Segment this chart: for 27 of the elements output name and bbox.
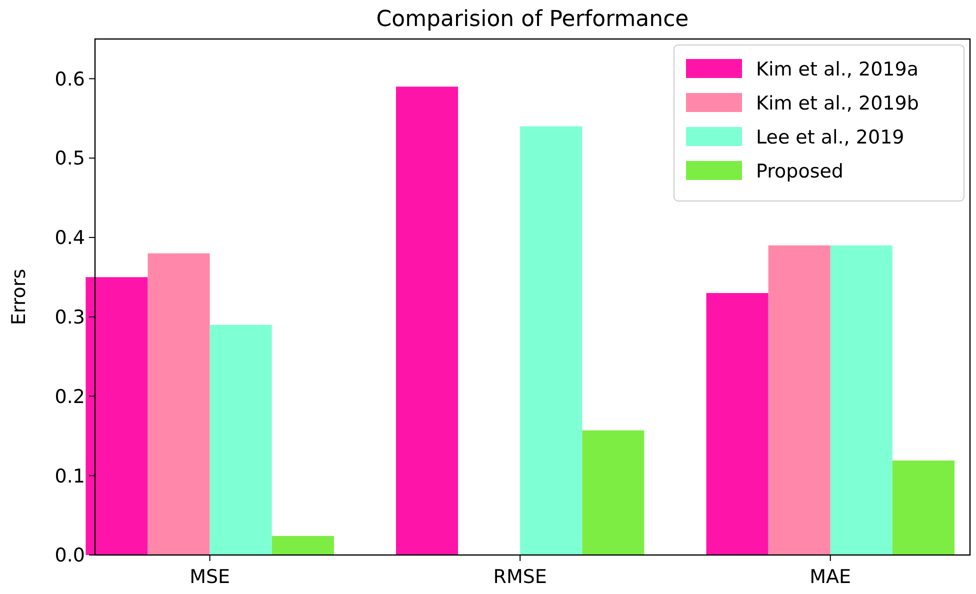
y-axis-title: Errors xyxy=(8,268,30,326)
bar xyxy=(706,293,768,555)
bar xyxy=(148,253,210,555)
chart-title: Comparision of Performance xyxy=(376,7,689,32)
x-tick-label: MSE xyxy=(190,566,230,588)
x-tick-label: RMSE xyxy=(493,566,547,588)
bar xyxy=(272,536,334,555)
y-tick-label: 0.6 xyxy=(54,68,85,90)
y-tick-label: 0.3 xyxy=(54,306,85,328)
legend-label: Kim et al., 2019a xyxy=(756,58,919,81)
bar xyxy=(892,460,954,555)
legend-label: Proposed xyxy=(756,160,844,183)
y-tick-label: 0.5 xyxy=(54,148,85,170)
y-tick-label: 0.1 xyxy=(54,465,85,488)
legend-label: Kim et al., 2019b xyxy=(756,92,919,115)
bar xyxy=(520,126,582,555)
bar xyxy=(582,430,644,555)
bar xyxy=(396,86,458,555)
bar xyxy=(210,324,272,555)
y-tick-label: 0.2 xyxy=(54,386,85,408)
y-tick-label: 0.0 xyxy=(54,544,85,567)
bar xyxy=(86,277,148,555)
bar xyxy=(830,245,892,555)
bar xyxy=(768,245,830,555)
y-tick-label: 0.4 xyxy=(54,227,85,250)
legend-label: Lee et al., 2019 xyxy=(756,126,904,149)
x-tick-label: MAE xyxy=(810,566,852,588)
